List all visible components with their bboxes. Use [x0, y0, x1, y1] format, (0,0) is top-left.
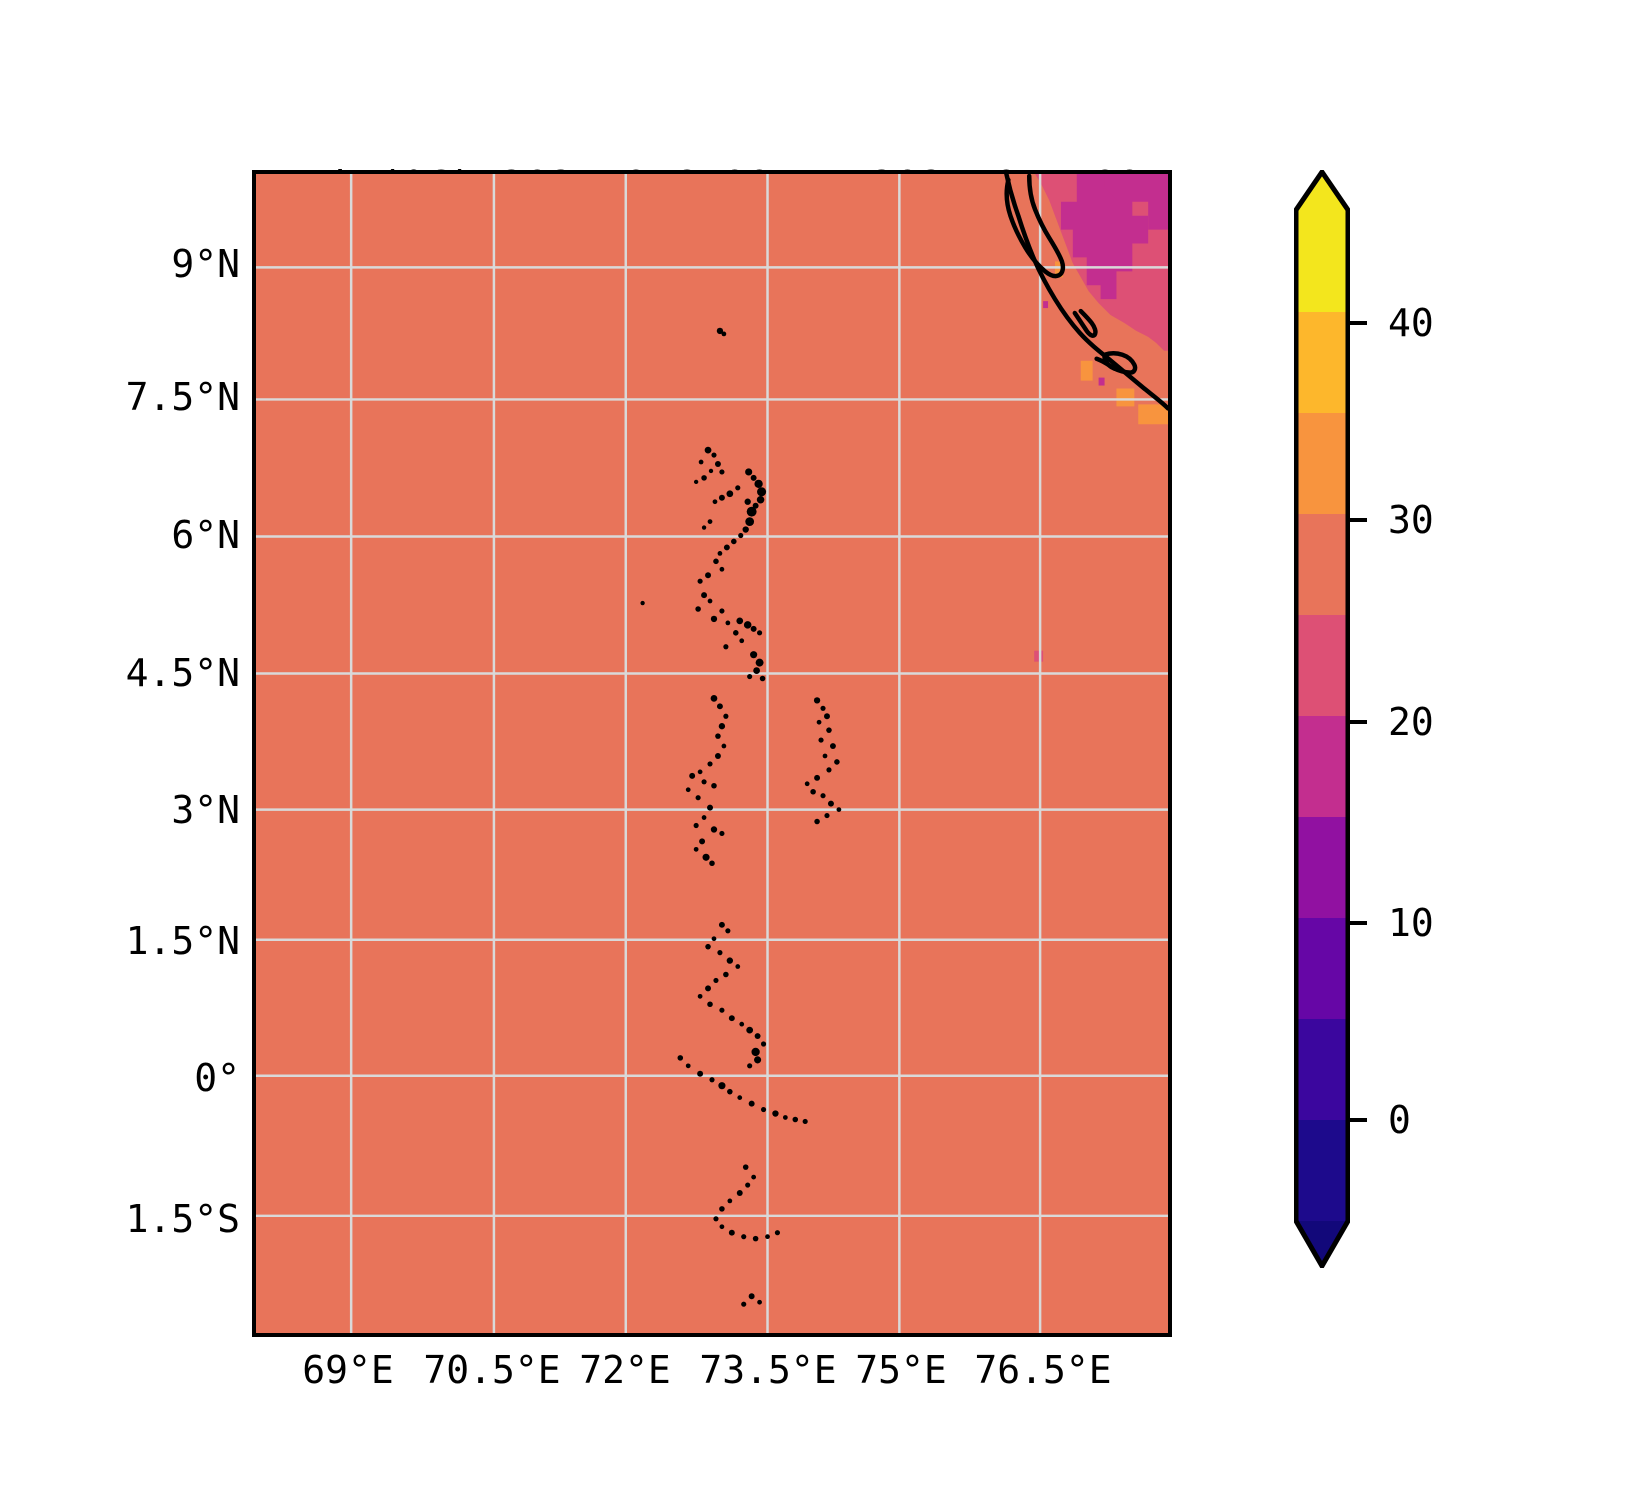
xtick-label: 73.5°E [699, 1348, 837, 1392]
colorbar-tick-label: 30 [1388, 498, 1434, 542]
colorbar-svg [1293, 167, 1351, 1271]
colorbar-tick-mark [1350, 321, 1367, 325]
ytick-label: 6°N [171, 513, 240, 557]
colorbar-band-25-30 [1296, 514, 1348, 615]
ytick-label: 1.5°S [125, 1197, 240, 1241]
field-pixel-anomaly-2 [1098, 377, 1105, 386]
colorbar-band-30-35 [1296, 413, 1348, 514]
colorbar-band-5-10 [1296, 918, 1348, 1019]
colorbar-band-40-45 [1296, 210, 1348, 312]
colorbar-over-arrow [1296, 172, 1348, 210]
field-band-25-30 [256, 174, 1168, 1333]
colorbar-tick-mark [1350, 1118, 1367, 1122]
ytick-label: 4.5°N [125, 651, 240, 695]
xtick-label: 69°E [302, 1348, 394, 1392]
colorbar-outline [1293, 167, 1351, 1271]
field-band-30-35-b [1080, 360, 1093, 381]
colorbar-tick-label: 10 [1388, 901, 1434, 945]
ytick-label: 9°N [171, 242, 240, 286]
colorbar-tick-label: 40 [1388, 301, 1434, 345]
colorbar-band-10-15 [1296, 817, 1348, 918]
colorbar-band-neg5-0 [1296, 1120, 1348, 1221]
xtick-label: 75°E [855, 1348, 947, 1392]
field-band-15-20-b [1104, 174, 1168, 230]
india-southwest-coastline [1004, 174, 1168, 411]
field-band-30-35-c [1138, 404, 1168, 425]
colorbar-band-20-25 [1296, 615, 1348, 716]
colorbar [1293, 167, 1351, 1271]
xtick-label: 70.5°E [423, 1348, 561, 1392]
colorbar-tick-mark [1350, 921, 1367, 925]
xtick-label: 76.5°E [974, 1348, 1112, 1392]
colorbar-tick-label: 0 [1388, 1098, 1411, 1142]
ytick-label: 0° [194, 1056, 240, 1100]
field-pixel-anomaly-1 [1034, 650, 1044, 662]
colorbar-tick-mark [1350, 518, 1367, 522]
ytick-label: 1.5°N [125, 919, 240, 963]
colorbar-band-35-40 [1296, 312, 1348, 413]
colorbar-tick-label: 20 [1388, 700, 1434, 744]
field-pixel-anomaly-3 [1043, 301, 1049, 309]
map-axes [252, 170, 1172, 1337]
colorbar-tick-mark [1350, 720, 1367, 724]
field-band-30-35-d [1116, 388, 1135, 407]
ytick-label: 3°N [171, 788, 240, 832]
ytick-label: 7.5°N [125, 375, 240, 419]
colorbar-under-arrow [1296, 1221, 1348, 1266]
colorbar-band-0-5 [1296, 1019, 1348, 1120]
map-plot-area [256, 174, 1168, 1333]
xtick-label: 72°E [579, 1348, 671, 1392]
maldives-atolls [640, 327, 842, 1307]
colorbar-band-15-20 [1296, 716, 1348, 817]
